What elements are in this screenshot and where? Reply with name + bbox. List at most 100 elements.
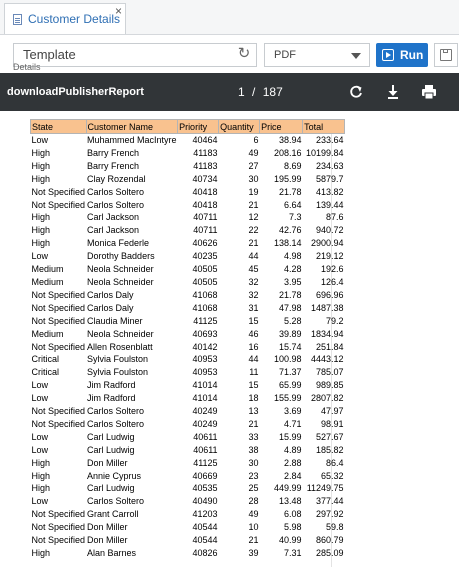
download-icon[interactable] [383, 82, 403, 102]
price-cell: 6.64 [284, 199, 302, 210]
priority-cell: 40464 [192, 135, 218, 145]
play-icon [382, 49, 394, 61]
total-cell: 59.8 [326, 522, 344, 533]
customer-name-cell: Carlos Soltero [87, 186, 145, 197]
quantity-cell: 28 [248, 496, 259, 507]
priority-cell: 41014 [192, 380, 218, 391]
state-cell: Medium [31, 264, 64, 275]
page-indicator: 1 / 187 [238, 85, 283, 99]
customer-name-cell: Carlos Soltero [87, 406, 145, 417]
state-cell: High [31, 457, 51, 468]
priority-cell: 41068 [192, 289, 218, 300]
state-cell: High [31, 212, 51, 223]
price-cell: 21.78 [279, 186, 302, 197]
price-cell: 3.69 [284, 406, 302, 417]
report-name: downloadPublisherReport [7, 86, 144, 98]
quantity-cell: 31 [248, 302, 259, 313]
state-cell: Low [31, 393, 49, 404]
total-cell: 79.2 [326, 315, 344, 326]
total-cell: 1834.94 [311, 328, 344, 339]
priority-cell: 40418 [192, 199, 218, 210]
quantity-cell: 44 [248, 354, 259, 365]
customer-name-cell: Neola Schneider [87, 276, 154, 287]
print-icon[interactable] [419, 82, 439, 102]
table-row: Not Specified Carlos Soltero 40249 13 3.69 47… [31, 405, 345, 418]
table-row: Low Jim Radford 41014 15 65.99 989.85 [31, 379, 345, 392]
refresh-icon[interactable]: ↻ [237, 45, 251, 62]
priority-cell: 40505 [192, 276, 218, 287]
total-cell: 65.32 [321, 470, 344, 481]
close-icon[interactable]: × [114, 4, 122, 18]
tab-customer-details[interactable]: Customer Details × [4, 3, 126, 34]
quantity-cell: 10 [248, 522, 259, 533]
page-edge [331, 119, 332, 567]
quantity-cell: 49 [248, 509, 259, 520]
total-cell: 5879.7 [316, 173, 344, 184]
format-select-value: PDF [274, 49, 296, 61]
priority-cell: 40953 [192, 367, 218, 378]
quantity-cell: 13 [248, 406, 259, 417]
state-cell: Not Specified [31, 199, 86, 210]
state-cell: Not Specified [31, 406, 86, 417]
priority-cell: 40544 [192, 522, 218, 533]
customer-name-cell: Carl Ludwig [87, 444, 135, 455]
state-cell: Not Specified [31, 341, 86, 352]
customer-name-cell: Dorothy Badders [87, 251, 155, 262]
price-cell: 21.78 [279, 289, 302, 300]
quantity-cell: 30 [248, 173, 259, 184]
priority-cell: 40693 [192, 328, 218, 339]
total-cell: 285.09 [316, 548, 344, 558]
save-button[interactable] [434, 43, 458, 67]
customer-name-cell: Carl Ludwig [87, 483, 135, 494]
price-cell: 2.84 [284, 470, 302, 481]
total-cell: 1487.38 [311, 302, 344, 313]
quantity-cell: 19 [248, 186, 259, 197]
customer-name-cell: Allen Rosenblatt [87, 341, 153, 352]
table-row: Low Jim Radford 41014 18 155.99 2807.82 [31, 392, 345, 405]
quantity-cell: 39 [248, 548, 259, 558]
priority-cell: 40142 [192, 341, 218, 352]
price-cell: 100.98 [274, 354, 302, 365]
priority-cell: 40490 [192, 496, 218, 507]
pdf-viewer[interactable]: State Customer Name Priority Quantity Pr… [0, 111, 459, 567]
quantity-cell: 30 [248, 457, 259, 468]
customer-name-cell: Jim Radford [87, 380, 136, 391]
price-cell: 195.99 [274, 173, 302, 184]
run-button-label: Run [400, 48, 424, 62]
priority-cell: 40826 [192, 548, 218, 558]
state-cell: Not Specified [31, 186, 86, 197]
column-header-customer-name: Customer Name [85, 119, 179, 134]
format-select[interactable]: PDF [264, 43, 370, 67]
priority-cell: 40734 [192, 173, 218, 184]
state-cell: Low [31, 444, 49, 455]
table-row: High Carl Ludwig 40535 25 449.99 11249.75 [31, 482, 345, 495]
customer-name-cell: Don Miller [87, 535, 128, 546]
total-cell: 233.64 [316, 135, 344, 145]
state-cell: High [31, 548, 51, 558]
priority-cell: 40953 [192, 354, 218, 365]
rotate-icon[interactable] [346, 82, 366, 102]
quantity-cell: 21 [248, 199, 259, 210]
price-cell: 4.71 [284, 418, 302, 429]
state-cell: Low [31, 496, 49, 507]
table-row: Low Muhammed MacIntyre 40464 6 38.94 233.64 [31, 134, 345, 147]
template-select[interactable]: Template [13, 43, 257, 67]
quantity-cell: 21 [248, 535, 259, 546]
total-cell: 527.67 [316, 431, 344, 442]
price-cell: 155.99 [274, 393, 302, 404]
total-cell: 4443.12 [311, 354, 344, 365]
customer-name-cell: Sylvia Foulston [87, 367, 149, 378]
table-row: High Carl Jackson 40711 22 42.76 940.72 [31, 224, 345, 237]
total-cell: 10199.84 [306, 147, 344, 158]
customer-name-cell: Neola Schneider [87, 264, 154, 275]
state-cell: Medium [31, 276, 64, 287]
table-row: Not Specified Carlos Soltero 40418 19 21.78 4… [31, 186, 345, 199]
table-row: Medium Neola Schneider 40505 45 4.28 192.6 [31, 263, 345, 276]
customer-name-cell: Carlos Daly [87, 289, 134, 300]
state-cell: Not Specified [31, 509, 86, 520]
run-button[interactable]: Run [376, 43, 428, 67]
quantity-cell: 45 [248, 264, 259, 275]
priority-cell: 41183 [193, 160, 218, 171]
price-cell: 38.94 [279, 135, 302, 145]
page-separator: / [252, 85, 256, 99]
